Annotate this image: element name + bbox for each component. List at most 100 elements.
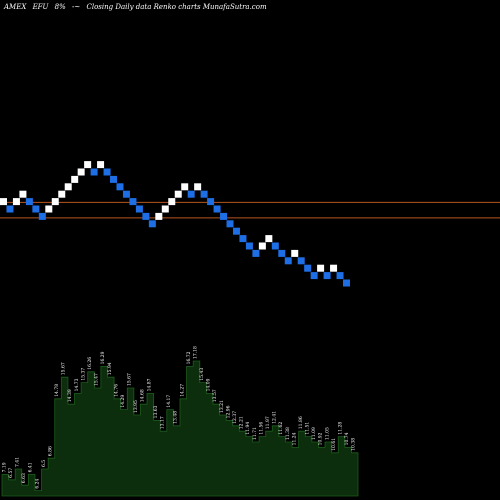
volume-label: 11.05 <box>324 427 330 440</box>
renko-brick-down <box>103 168 111 176</box>
volume-label: 13.63 <box>153 405 159 418</box>
renko-brick-down <box>343 279 350 287</box>
renko-brick-down <box>220 212 228 220</box>
volume-label: 7.19 <box>1 462 7 472</box>
renko-brick-down <box>297 257 305 265</box>
volume-label: 14.17 <box>166 395 172 408</box>
renko-brick-down <box>38 212 46 220</box>
renko-brick-down <box>148 220 156 228</box>
renko-brick-down <box>271 242 279 250</box>
renko-brick-up <box>58 190 66 198</box>
renko-brick-up <box>71 175 79 183</box>
volume-label: 6.86 <box>47 446 53 456</box>
volume-label: 15.43 <box>199 368 205 381</box>
volume-label: 6.63 <box>21 473 27 483</box>
renko-brick-down <box>239 235 247 243</box>
volume-label: 6.57 <box>8 468 14 478</box>
volume-label: 10.92 <box>318 432 324 445</box>
volume-label: 14.68 <box>140 389 146 402</box>
renko-brick-up <box>174 190 182 198</box>
volume-label: 10.74 <box>344 432 350 445</box>
volume-label: 10.38 <box>351 438 357 451</box>
renko-brick-down <box>200 190 208 198</box>
volume-label: 12.96 <box>225 405 231 418</box>
volume-label: 14.39 <box>67 389 73 402</box>
renko-brick-down <box>278 249 286 257</box>
renko-brick-up <box>12 198 20 206</box>
renko-brick-up <box>0 198 7 206</box>
volume-label: 11.09 <box>311 427 317 440</box>
volume-label: 14.73 <box>74 378 80 391</box>
renko-bricks <box>0 161 350 287</box>
renko-brick-down <box>122 190 130 198</box>
volume-label: 11.71 <box>252 427 258 440</box>
renko-brick-down <box>110 175 118 183</box>
renko-brick-up <box>330 264 338 272</box>
volume-label: 14.29 <box>120 395 126 408</box>
chart-header: AMEX EFU 8% -~ Closing Daily data Renko … <box>4 3 271 11</box>
renko-brick-down <box>252 249 260 257</box>
volume-area <box>1 360 359 497</box>
volume-label: 11.62 <box>278 422 284 435</box>
volume-label: 15.47 <box>94 373 100 386</box>
renko-brick-up <box>64 183 72 191</box>
renko-brick-down <box>135 205 143 213</box>
renko-brick-up <box>181 183 189 191</box>
renko-brick-up <box>155 212 163 220</box>
renko-brick-up <box>168 198 176 206</box>
volume-label: 13.95 <box>133 400 139 413</box>
volume-label: 14.09 <box>206 378 212 391</box>
volume-label: 13.17 <box>160 416 166 429</box>
symbol-label: EFU <box>32 3 49 11</box>
renko-brick-down <box>310 272 318 280</box>
percent-label: 8% <box>54 3 66 11</box>
renko-brick-down <box>245 242 253 250</box>
renko-brick-up <box>84 161 92 169</box>
renko-brick-up <box>194 183 202 191</box>
volume-label: 15.67 <box>127 373 133 386</box>
volume-label: 16.26 <box>87 357 93 370</box>
renko-brick-down <box>187 190 195 198</box>
renko-brick-down <box>304 264 312 272</box>
volume-label: 11.38 <box>285 427 291 440</box>
renko-brick-down <box>336 272 344 280</box>
renko-brick-up <box>265 235 273 243</box>
volume-label: 10.61 <box>331 438 337 451</box>
renko-brick-up <box>291 249 299 257</box>
volume-label: 11.86 <box>298 416 304 429</box>
volume-label: 11.94 <box>245 422 251 435</box>
volume-label: 13.57 <box>212 389 218 402</box>
volume-label: 12.37 <box>232 411 238 424</box>
renko-brick-up <box>317 264 325 272</box>
volume-label: 14.87 <box>146 378 152 391</box>
renko-brick-down <box>226 220 234 228</box>
renko-brick-down <box>207 198 215 206</box>
volume-label: 11.56 <box>258 422 264 435</box>
volume-label: 11.97 <box>265 416 271 429</box>
volume-label: 6.41 <box>28 462 34 472</box>
volume-label: 12.21 <box>239 416 245 429</box>
volume-label: 11.24 <box>291 432 297 445</box>
volume-label: 15.94 <box>107 362 113 375</box>
volume-label: 14.27 <box>179 384 185 397</box>
volume-label: 14.78 <box>54 384 60 397</box>
renko-brick-down <box>6 205 14 213</box>
volume-label: 16.29 <box>100 351 106 364</box>
renko-brick-down <box>25 198 33 206</box>
renko-brick-up <box>161 205 169 213</box>
volume-label: 7.41 <box>14 457 20 467</box>
renko-brick-up <box>258 242 266 250</box>
renko-brick-up <box>77 168 85 176</box>
renko-brick-up <box>19 190 27 198</box>
renko-brick-down <box>129 198 137 206</box>
renko-brick-down <box>213 205 221 213</box>
volume-label: 6.5 <box>41 460 47 467</box>
renko-brick-down <box>232 227 240 235</box>
renko-brick-down <box>323 272 331 280</box>
volume-label: 15.37 <box>80 368 86 381</box>
volume-label: 11.28 <box>338 422 344 435</box>
renko-brick-down <box>142 212 150 220</box>
volume-label: 13.48 <box>173 411 179 424</box>
